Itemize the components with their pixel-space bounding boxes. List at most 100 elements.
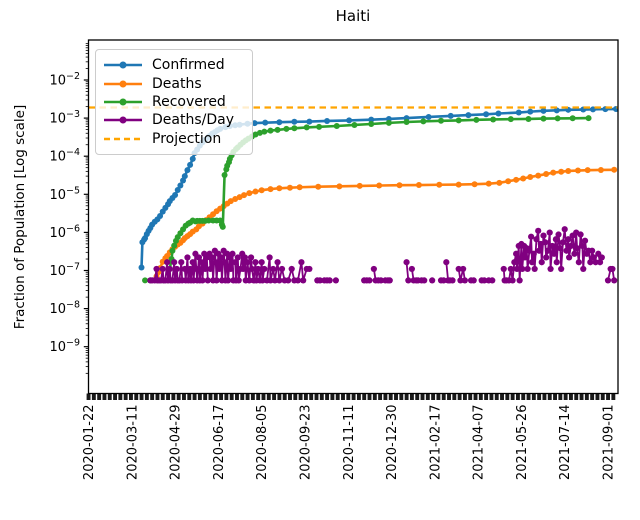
x-date-tick: [330, 393, 335, 400]
series-deaths-marker: [376, 182, 383, 189]
legend-label: Recovered: [152, 93, 226, 110]
series-deaths-day-marker: [247, 254, 255, 261]
series-deaths-day-marker: [528, 259, 536, 266]
series-deaths-day-marker: [604, 277, 612, 284]
legend-sample-marker: [119, 116, 127, 124]
series-deaths-marker: [611, 166, 618, 173]
series-deaths-day-marker: [259, 277, 266, 284]
x-date-tick: [611, 393, 616, 400]
x-date-tick: [468, 393, 473, 400]
x-date-tick: [134, 393, 139, 400]
series-deaths-day-marker: [544, 247, 552, 254]
series-recovered-marker: [221, 172, 228, 179]
series-deaths-day-marker: [526, 247, 533, 254]
x-tick-label: 2020-03-11: [125, 405, 140, 481]
series-recovered-marker: [569, 115, 576, 122]
series-deaths-marker: [505, 178, 512, 185]
series-recovered-marker: [142, 277, 149, 284]
series-deaths-day-marker: [294, 277, 301, 284]
x-date-tick: [182, 393, 186, 400]
x-tick-label: 2020-01-22: [82, 405, 97, 481]
x-date-tick: [298, 393, 303, 400]
x-tick-label: 2021-07-14: [558, 405, 573, 481]
x-date-tick: [256, 393, 261, 400]
series-deaths-day-marker: [178, 259, 185, 266]
series-deaths-day-marker: [567, 242, 574, 250]
series-deaths-day-marker: [530, 250, 537, 257]
x-date-tick: [139, 393, 144, 400]
x-date-tick: [584, 393, 589, 400]
x-date-tick: [129, 393, 133, 400]
x-date-tick: [160, 393, 165, 400]
series-recovered-marker: [316, 123, 323, 130]
series-deaths-day-marker: [213, 277, 220, 284]
x-tick-label: 2021-02-17: [428, 405, 443, 481]
series-deaths-day-marker: [199, 277, 206, 284]
x-date-tick: [240, 393, 245, 400]
x-date-tick: [409, 393, 414, 400]
series-deaths-day-marker: [278, 265, 286, 273]
series-confirmed-marker: [515, 109, 522, 116]
series-deaths-day-marker: [332, 277, 339, 284]
series-deaths-day-marker: [559, 239, 567, 246]
series-deaths-day-marker: [153, 265, 160, 273]
series-recovered-marker: [171, 242, 178, 249]
series-deaths-day-marker: [189, 259, 196, 266]
series-deaths-marker: [258, 187, 265, 194]
series-confirmed-marker: [276, 119, 283, 126]
x-date-tick: [107, 393, 112, 400]
series-deaths-day-marker: [408, 265, 415, 273]
x-date-tick: [229, 393, 234, 400]
x-date-tick: [309, 393, 314, 400]
x-date-tick: [197, 393, 202, 400]
series-deaths-day-marker: [258, 259, 265, 266]
series-deaths-day-marker: [449, 277, 456, 284]
x-date-tick: [144, 393, 149, 400]
series-confirmed-marker: [553, 107, 560, 114]
x-date-tick: [457, 393, 462, 400]
x-date-tick: [441, 393, 446, 400]
series-deaths-marker: [246, 190, 253, 197]
x-date-tick: [521, 393, 526, 400]
series-deaths-day-marker: [193, 265, 200, 273]
series-deaths-day-marker: [577, 231, 584, 238]
series-deaths-day-marker: [590, 254, 597, 261]
series-confirmed-marker: [172, 191, 179, 198]
x-date-tick: [553, 393, 557, 400]
series-deaths-day-marker: [274, 259, 281, 266]
series-deaths-marker: [415, 182, 422, 189]
x-tick-label: 2020-11-11: [342, 405, 357, 481]
series-deaths-day-marker: [212, 259, 219, 266]
x-date-tick: [537, 393, 542, 400]
y-tick-label: 10−3: [49, 109, 80, 127]
x-date-tick: [404, 393, 409, 400]
series-recovered-marker: [169, 247, 176, 254]
x-date-tick: [505, 393, 510, 400]
chart-title: Haiti: [335, 7, 371, 25]
series-deaths-day-marker: [524, 265, 531, 273]
x-date-tick: [356, 393, 361, 400]
legend-item-deaths-per-day: Deaths/Day: [103, 111, 243, 129]
x-date-tick: [245, 393, 250, 400]
series-deaths-day-marker: [507, 265, 514, 273]
x-date-tick: [362, 393, 367, 400]
series-deaths-day-marker: [579, 242, 586, 250]
series-deaths-day-marker: [261, 265, 268, 273]
x-date-tick: [473, 393, 478, 400]
series-confirmed-marker: [483, 111, 490, 118]
series-recovered-marker: [303, 124, 310, 131]
series-confirmed-marker: [306, 118, 313, 125]
series-deaths-day-marker: [489, 277, 496, 284]
series-deaths-marker: [252, 188, 259, 195]
series-recovered-marker: [261, 128, 268, 135]
series-deaths-day-marker: [580, 265, 587, 273]
series-deaths-marker: [356, 182, 363, 189]
series-deaths-day-marker: [217, 254, 225, 261]
series-recovered-marker: [473, 116, 480, 123]
series-deaths-marker: [436, 181, 443, 188]
series-deaths-day-marker: [535, 227, 542, 234]
legend-item-recovered: Recovered: [103, 93, 243, 111]
series-deaths-day-marker: [552, 236, 559, 243]
series-deaths-day-marker: [521, 254, 529, 261]
y-tick-label: 10−9: [49, 338, 80, 356]
